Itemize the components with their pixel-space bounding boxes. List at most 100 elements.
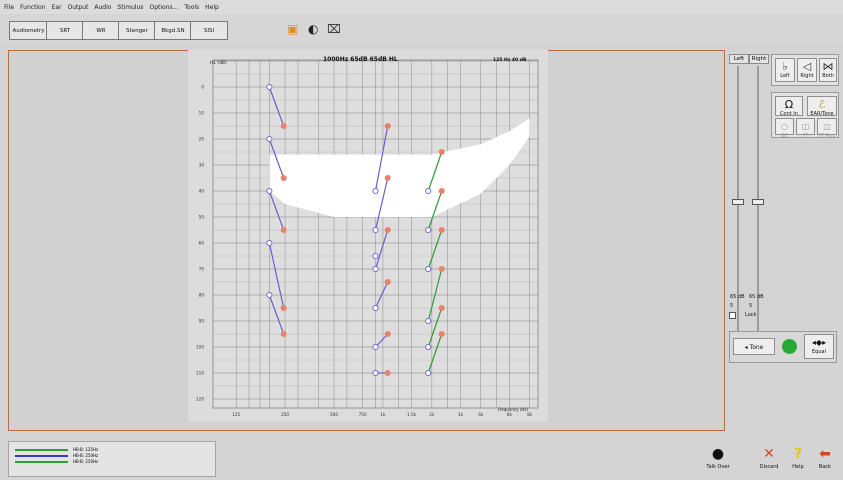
right-slider-label: Right bbox=[749, 54, 769, 64]
insert-earphones-button[interactable]: ℰ EAR/Tone bbox=[807, 96, 837, 117]
bone-conductor-button[interactable]: ○ BC bbox=[775, 118, 794, 139]
threshold-point bbox=[438, 330, 445, 338]
x-tick-label: 125 bbox=[232, 412, 240, 417]
threshold-line bbox=[268, 294, 285, 335]
threshold-point bbox=[384, 226, 391, 234]
y-tick-label: 80 bbox=[199, 293, 205, 298]
equal-label: Equal bbox=[812, 349, 826, 355]
tone-arrow-icon: ◂ bbox=[744, 344, 748, 351]
headphone-icon[interactable]: ◐ bbox=[308, 22, 319, 36]
ear-left-label: Left bbox=[780, 73, 790, 79]
y-tick-label: 90 bbox=[199, 319, 205, 324]
audiogram-plot[interactable]: 0 10 20 30 40 50 60 70 80 90 100 110 120 125 250 500 750… bbox=[188, 50, 548, 422]
tab-wr[interactable]: WR bbox=[82, 21, 120, 40]
menu-options[interactable]: Options... bbox=[149, 3, 179, 11]
x-tick-label: 250 bbox=[281, 412, 289, 417]
tab-sisi[interactable]: SISI bbox=[190, 21, 228, 40]
menu-audio[interactable]: Audio bbox=[94, 3, 112, 11]
camera-icon[interactable]: ⌧ bbox=[327, 22, 341, 36]
x-tick-label: 3k bbox=[458, 412, 464, 417]
y-tick-label: 70 bbox=[199, 267, 205, 272]
y-tick-label: 20 bbox=[199, 137, 205, 142]
threshold-point bbox=[425, 369, 432, 377]
back-button[interactable]: ⬅ Back bbox=[810, 444, 840, 476]
menu-tools[interactable]: Tools bbox=[184, 3, 200, 11]
headphones-button[interactable]: Ω Cont In bbox=[775, 96, 803, 117]
threshold-point bbox=[280, 122, 287, 130]
left-slider-label: Left bbox=[729, 54, 749, 64]
audiogram-icon[interactable]: ▣ bbox=[287, 22, 299, 36]
threshold-point bbox=[266, 83, 273, 91]
right-slider-thumb[interactable] bbox=[752, 199, 764, 205]
legend-line bbox=[15, 455, 68, 457]
threshold-line bbox=[268, 190, 285, 231]
level-sliders: Left Right bbox=[729, 54, 769, 336]
y-tick-label: 50 bbox=[199, 215, 205, 220]
ear-left-button[interactable]: ♭ Left bbox=[775, 58, 795, 82]
tab-stenger[interactable]: Stenger bbox=[118, 21, 156, 40]
equal-button[interactable]: ◂◆▸ Equal bbox=[804, 334, 834, 359]
menu-file[interactable]: File bbox=[4, 3, 15, 11]
legend-line bbox=[15, 449, 68, 451]
threshold-point bbox=[280, 330, 287, 338]
threshold-point bbox=[372, 265, 379, 273]
data-points-layer bbox=[266, 83, 445, 377]
microphone-icon: ● bbox=[711, 446, 725, 462]
threshold-point bbox=[438, 148, 445, 156]
menu-function[interactable]: Function bbox=[20, 3, 46, 11]
threshold-point bbox=[266, 187, 273, 195]
tab-srt[interactable]: SRT bbox=[46, 21, 84, 40]
tone-button[interactable]: ◂ Tone bbox=[733, 338, 775, 355]
tab-bkgd-sn[interactable]: Bkgd.SN bbox=[154, 21, 192, 40]
audiogram-svg[interactable]: 0 10 20 30 40 50 60 70 80 90 100 110 120 125 250 500 750… bbox=[188, 50, 548, 422]
legend-item: HB-B: 250Hz bbox=[13, 459, 213, 465]
threshold-line bbox=[427, 307, 443, 348]
threshold-point bbox=[425, 226, 432, 234]
threshold-point bbox=[425, 265, 432, 273]
left-slider-thumb[interactable] bbox=[732, 199, 744, 205]
insert-earphones-label: EAR/Tone bbox=[810, 111, 834, 117]
menu-stimulus[interactable]: Stimulus bbox=[117, 3, 144, 11]
legend-item: HB-B: 125Hz bbox=[13, 447, 213, 453]
threshold-line bbox=[374, 229, 389, 270]
bone-conductor-label: BC bbox=[781, 133, 788, 139]
threshold-point bbox=[384, 278, 391, 286]
right-step-value: 5 bbox=[749, 303, 753, 309]
talk-over-label: Talk Over bbox=[706, 464, 730, 470]
right-ear-icon: ◁ bbox=[802, 60, 812, 73]
ear-right-button[interactable]: ◁ Right bbox=[797, 58, 817, 82]
threshold-point bbox=[372, 187, 379, 195]
threshold-point bbox=[280, 174, 287, 182]
lock-checkbox[interactable] bbox=[729, 312, 736, 319]
ear-both-label: Both bbox=[822, 73, 834, 79]
discard-button[interactable]: ✕ Discard bbox=[754, 444, 784, 476]
data-lines-layer bbox=[268, 86, 443, 374]
ear-both-button[interactable]: ⋈ Both bbox=[819, 58, 837, 82]
threshold-point bbox=[372, 226, 379, 234]
y-axis-label: HL (dB) bbox=[210, 60, 227, 66]
tab-audiometry[interactable]: Audiometry bbox=[9, 21, 48, 40]
threshold-line bbox=[268, 86, 285, 127]
free-field-button[interactable]: ◫ FF bbox=[796, 118, 815, 139]
threshold-point bbox=[384, 330, 391, 338]
threshold-point bbox=[438, 226, 445, 234]
threshold-point bbox=[280, 304, 287, 312]
talk-over-button[interactable]: ● Talk Over bbox=[703, 444, 733, 476]
ear-right-label: Right bbox=[800, 73, 814, 79]
menu-bar: File Function Ear Output Audio Stimulus … bbox=[0, 0, 843, 14]
threshold-point bbox=[266, 291, 273, 299]
menu-output[interactable]: Output bbox=[67, 3, 89, 11]
left-step-value: 5 bbox=[730, 303, 734, 309]
right-level-value: 65 dB bbox=[749, 294, 764, 300]
menu-ear[interactable]: Ear bbox=[51, 3, 62, 11]
y-tick-label: 120 bbox=[196, 397, 204, 402]
threshold-point bbox=[266, 239, 273, 247]
help-button[interactable]: ? Help bbox=[783, 444, 813, 476]
discard-label: Discard bbox=[759, 464, 779, 470]
free-field-range-button[interactable]: ◫ FF Rng bbox=[817, 118, 837, 139]
menu-help[interactable]: Help bbox=[205, 3, 219, 11]
stimulus-indicator-icon bbox=[782, 339, 797, 354]
threshold-point bbox=[438, 265, 445, 273]
headphones-label: Cont In bbox=[780, 111, 798, 117]
threshold-point bbox=[425, 187, 432, 195]
